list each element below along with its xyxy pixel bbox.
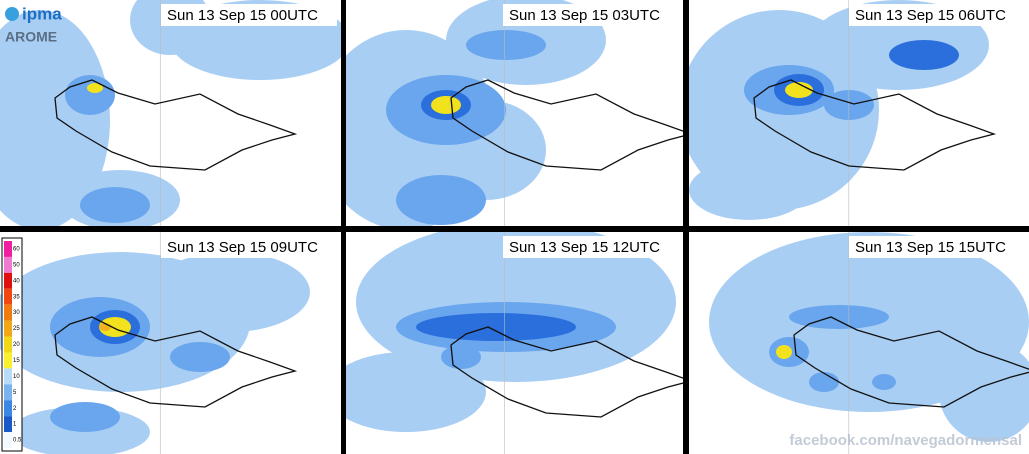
precip-area (170, 342, 230, 372)
precip-area (80, 187, 150, 223)
coastline (793, 316, 1029, 408)
legend-label: 40 (13, 278, 20, 284)
map-panel: Sun 13 Sep 15 03UTC (346, 0, 683, 226)
legend-swatch (4, 416, 12, 433)
legend-swatch (4, 432, 12, 448)
coastline (54, 316, 298, 408)
legend-swatch (4, 368, 12, 385)
legend-swatch (4, 352, 12, 369)
legend-label: 15 (13, 358, 20, 364)
map-panel: Sun 13 Sep 15 06UTC (689, 0, 1029, 226)
legend-swatch (4, 400, 12, 417)
legend-label: 1 (13, 422, 17, 428)
precip-area (50, 402, 120, 432)
precip-area (441, 345, 481, 369)
map-panel: Sun 13 Sep 15 09UTC (0, 232, 341, 454)
coastline (450, 79, 683, 171)
legend-swatch (4, 288, 12, 305)
precip-area (789, 305, 889, 329)
map-panel: Sun 13 Sep 15 00UTC (0, 0, 341, 226)
precip-area (776, 345, 792, 359)
precip-area (416, 313, 576, 341)
title-box (161, 236, 337, 258)
precip-area (0, 10, 110, 226)
panel-title: Sun 13 Sep 15 03UTC (509, 7, 660, 24)
legend-swatch (4, 241, 12, 257)
panel-title: Sun 13 Sep 15 09UTC (167, 239, 318, 256)
title-box (161, 4, 337, 26)
legend-label: 50 (13, 262, 20, 268)
precip-area (150, 252, 310, 332)
legend-label: 30 (13, 310, 20, 316)
logo-text: ipma (22, 4, 62, 23)
title-box (849, 4, 1025, 26)
legend-label: 2 (13, 406, 17, 412)
panel-title: Sun 13 Sep 15 00UTC (167, 7, 318, 24)
legend: 60 50 40 35 30 25 20 15 10 5 2 1 0.5 (1, 237, 23, 452)
legend-label: 20 (13, 342, 20, 348)
precip-area (466, 30, 546, 60)
precip-area (872, 374, 896, 390)
coastline (450, 326, 683, 418)
legend-label: 25 (13, 326, 20, 332)
panel-title: Sun 13 Sep 15 15UTC (855, 239, 1006, 256)
precip-area (809, 372, 839, 392)
panel-title: Sun 13 Sep 15 12UTC (509, 239, 660, 256)
overlay: ipma AROME facebook.com/navegadormensal (5, 4, 1022, 449)
legend-label: 35 (13, 294, 20, 300)
precip-area (785, 82, 813, 98)
logo-icon (5, 7, 19, 21)
legend-swatch (4, 256, 12, 273)
panel-title: Sun 13 Sep 15 06UTC (855, 7, 1006, 24)
legend-swatch (4, 336, 12, 353)
precip-area (939, 342, 1029, 442)
legend-swatch (4, 304, 12, 321)
map-panel: Sun 13 Sep 15 15UTC (689, 232, 1029, 454)
legend-swatch (4, 320, 12, 337)
precip-area (689, 160, 809, 220)
title-box (503, 4, 679, 26)
legend-label: 0.5 (13, 438, 22, 444)
model-name: AROME (5, 29, 57, 45)
precip-area (87, 83, 103, 93)
precip-area (431, 96, 461, 114)
logo: ipma AROME (5, 4, 62, 45)
legend-label: 10 (13, 374, 20, 380)
coastline (753, 79, 997, 171)
title-box (503, 236, 679, 258)
legend-label: 5 (13, 390, 17, 396)
title-box (849, 236, 1025, 258)
map-panel: Sun 13 Sep 15 12UTC (346, 232, 683, 454)
precip-area (396, 175, 486, 225)
watermark: facebook.com/navegadormensal (789, 432, 1022, 449)
legend-swatch (4, 384, 12, 401)
precip-area (889, 40, 959, 70)
coastline (54, 79, 298, 171)
legend-swatch (4, 272, 12, 289)
legend-label: 60 (13, 247, 20, 253)
precip-area (346, 352, 486, 432)
